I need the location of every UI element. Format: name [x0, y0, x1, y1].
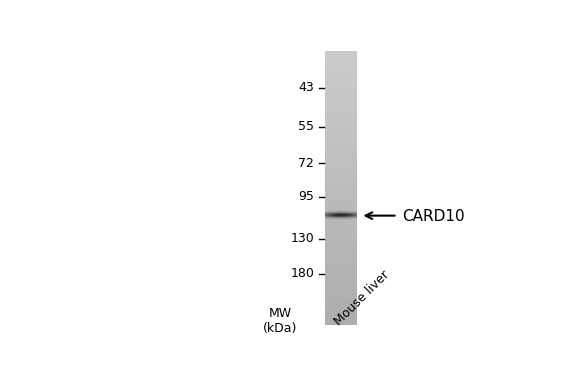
Text: MW
(kDa): MW (kDa)	[263, 307, 297, 335]
Text: 180: 180	[290, 267, 314, 280]
Text: 72: 72	[298, 157, 314, 170]
Text: 55: 55	[298, 120, 314, 133]
Text: 130: 130	[290, 232, 314, 245]
Text: Mouse liver: Mouse liver	[332, 268, 392, 328]
Text: 43: 43	[299, 81, 314, 94]
Text: CARD10: CARD10	[402, 209, 464, 224]
Text: 95: 95	[298, 190, 314, 203]
